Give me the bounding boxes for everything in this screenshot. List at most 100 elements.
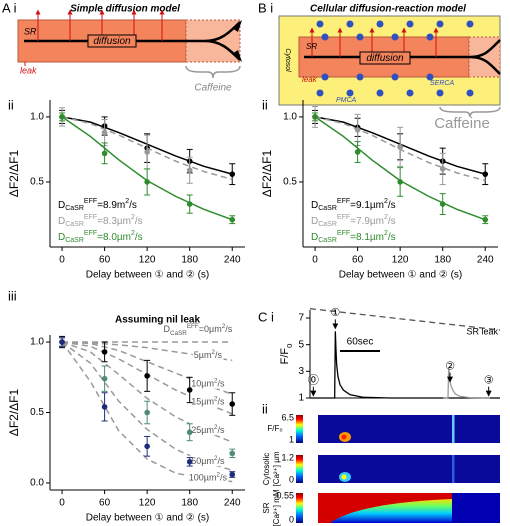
data-point	[186, 201, 193, 207]
heatmap-depletion	[330, 499, 452, 523]
heatmap-label: [Ca²⁺] mM	[272, 489, 281, 526]
label-part: CaSR	[65, 205, 84, 212]
label-backing	[190, 395, 226, 408]
label-part: =9.1µm	[350, 200, 384, 211]
diffusion-label: diffusion	[93, 36, 131, 47]
data-point	[144, 149, 150, 155]
label-part: 25µm	[191, 425, 214, 435]
cytosol-label: Cytosol	[284, 48, 291, 72]
label-part: 5µm	[194, 351, 212, 361]
annotation: DCaSREFF=8.1µm2/s	[311, 230, 396, 244]
data-point	[144, 443, 150, 450]
data-point	[101, 404, 108, 410]
diagram-b: B i Cellular diffusion-reaction model di…	[258, 0, 501, 132]
pumps	[316, 20, 474, 97]
label-part: D	[58, 216, 65, 227]
panel-label: ii	[262, 401, 268, 416]
x-tick-label: 120	[139, 255, 156, 266]
label-part: =8.3µm	[97, 216, 131, 227]
panel-label: B i	[258, 0, 273, 15]
scale-bar-label: 60sec	[347, 337, 374, 348]
caffeine-bracket	[185, 65, 241, 79]
data-point	[186, 167, 193, 174]
caffeine-bracket	[439, 106, 501, 118]
label-backing	[190, 423, 226, 436]
label-part: CaSR	[170, 330, 187, 337]
colorbar	[296, 493, 303, 523]
y-axis-label: ΔF2/ΔF1	[260, 149, 274, 197]
data-point	[439, 166, 446, 172]
leak-line	[309, 308, 501, 331]
heatmap-hotspot-core	[341, 474, 347, 480]
trace	[310, 331, 500, 399]
heatmap-label: Cytosolic	[262, 453, 271, 485]
data-point	[186, 459, 193, 465]
y-tick-label: 0.5	[30, 407, 44, 418]
data-point	[482, 216, 489, 223]
y-tick-label: 0.5	[283, 177, 297, 188]
y-tick-label: 1.0	[30, 337, 44, 348]
label-backing	[192, 349, 224, 361]
data-point	[482, 171, 489, 177]
data-point	[59, 114, 65, 120]
diagram-title: Cellular diffusion-reaction model	[310, 4, 466, 15]
sr-label: SR	[306, 42, 317, 51]
label-part: =8.9m	[97, 200, 125, 211]
label-part: =7.9µm	[350, 216, 384, 227]
model-curve	[61, 341, 233, 483]
data-point	[439, 201, 446, 207]
x-tick-label: 0	[59, 498, 65, 509]
leak-label: SR leak	[466, 326, 498, 336]
panel-label: ii	[262, 97, 268, 112]
x-axis-label: Delay between ① and ② (s)	[339, 270, 463, 281]
label-part: /s	[388, 200, 396, 211]
label-part: /s	[135, 232, 143, 243]
label-part: D	[311, 216, 318, 227]
data-point	[144, 409, 150, 416]
panel-label: ii	[8, 97, 14, 112]
label-part: /s	[388, 232, 396, 243]
colorbar-tick-label: 1.2	[281, 452, 294, 462]
scale-bar	[340, 350, 380, 352]
y-tick-label: 1	[298, 393, 304, 404]
diffusion-line	[304, 39, 501, 75]
label-part: 2	[222, 323, 226, 330]
data-point	[101, 129, 108, 136]
label-part: 2	[131, 214, 135, 221]
data-point	[186, 429, 193, 436]
data-point	[312, 114, 318, 120]
x-tick-label: 0	[59, 255, 65, 266]
x-tick-label: 120	[139, 498, 156, 509]
caffeine-label: Caffeine	[194, 83, 232, 94]
annotation: 5µm2/s	[194, 349, 223, 360]
x-tick-label: 240	[477, 255, 494, 266]
annotation: DCaSREFF=7.9µm2/s	[311, 214, 396, 228]
label-part: 2	[211, 349, 215, 356]
label-part: 2	[125, 198, 129, 205]
data-point	[101, 375, 108, 382]
label-part: EFF	[337, 198, 350, 205]
label-part: 2	[214, 396, 218, 403]
label-part: EFF	[84, 230, 97, 237]
arrowheads	[232, 20, 242, 62]
data-point	[101, 349, 108, 355]
x-tick-label: 180	[181, 498, 198, 509]
heatmap-release	[452, 415, 455, 443]
label-part: /s	[217, 456, 225, 466]
label-part: CaSR	[65, 237, 84, 244]
data-point	[397, 179, 403, 185]
heatmap	[452, 493, 500, 523]
pmca-label: PMCA	[336, 97, 357, 104]
x-tick-label: 240	[224, 498, 241, 509]
marker-label: ②	[445, 361, 455, 373]
annotation: DCaSREFF=8.3µm2/s	[58, 214, 143, 228]
diffusion-label: diffusion	[366, 53, 404, 64]
y-tick-label: 0.0	[30, 478, 44, 489]
data-point	[229, 471, 236, 478]
label-part: =8.1µm	[350, 232, 384, 243]
label-part: /s	[217, 425, 225, 435]
label-part: CaSR	[318, 221, 337, 228]
leak-label: leak	[302, 75, 318, 84]
label-part: D	[164, 324, 171, 334]
